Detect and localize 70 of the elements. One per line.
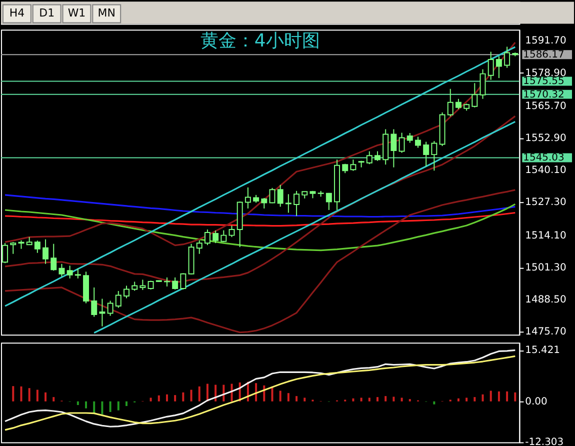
- candlestick: [66, 265, 73, 279]
- candlestick: [164, 276, 170, 287]
- candlestick: [414, 136, 421, 148]
- candlestick: [99, 298, 106, 327]
- candlestick: [107, 300, 114, 316]
- candlestick: [488, 51, 494, 80]
- candlestick: [10, 242, 16, 254]
- chart-title: 黄金：4小时图: [200, 30, 320, 52]
- y-tick-label: 1552.90: [525, 133, 566, 144]
- y-tick-label: 0.00: [525, 396, 548, 408]
- candlestick: [431, 140, 438, 172]
- candlestick: [74, 268, 81, 279]
- candlestick: [50, 243, 57, 272]
- candlestick: [423, 141, 430, 167]
- candlestick: [350, 159, 356, 172]
- text: W1: [68, 6, 86, 20]
- y-tick-label: 15.421: [525, 345, 560, 356]
- line-series: [4, 203, 516, 252]
- candlestick: [366, 150, 372, 165]
- text: MN: [98, 6, 116, 20]
- candlestick: [132, 281, 138, 292]
- candlestick: [204, 229, 210, 246]
- line-series: [4, 212, 516, 227]
- candlestick: [91, 286, 98, 318]
- candlestick: [455, 98, 462, 110]
- candlestick: [406, 132, 413, 144]
- candlestick: [472, 82, 478, 108]
- candlestick: [115, 290, 122, 308]
- candlestick: [277, 184, 284, 208]
- candlestick: [447, 88, 454, 117]
- candlestick: [140, 279, 146, 290]
- candlestick: [261, 197, 268, 209]
- candlestick: [180, 272, 186, 290]
- y-tick-label: 1591.70: [525, 36, 566, 47]
- candlestick: [58, 263, 65, 277]
- candlestick: [172, 276, 178, 290]
- candlestick: [390, 128, 397, 168]
- candlestick: [34, 240, 40, 254]
- candlestick: [374, 150, 380, 162]
- candlestick: [228, 225, 235, 238]
- candlestick: [504, 46, 510, 68]
- y-tick-label: 1540.10: [525, 165, 566, 176]
- text: D1: [39, 6, 55, 20]
- candlestick: [124, 285, 130, 299]
- candlestick: [269, 187, 276, 204]
- line-series: [93, 120, 516, 334]
- ref-line-label: 1570.32: [523, 89, 564, 100]
- ref-line-label: 1575.55: [523, 76, 564, 88]
- candlestick: [212, 230, 219, 244]
- y-tick-label: 1514.10: [525, 230, 566, 242]
- candlestick: [480, 68, 486, 100]
- line-series: [4, 194, 516, 218]
- candlestick: [285, 194, 292, 214]
- y-tick-label: 1565.70: [525, 100, 566, 112]
- text: H4: [9, 6, 25, 20]
- y-tick-label: 1475.70: [525, 326, 566, 338]
- y-tick-label: -12.303: [525, 437, 564, 446]
- candlestick: [326, 192, 332, 210]
- y-tick-label: 1488.50: [525, 294, 566, 306]
- candlestick: [244, 186, 251, 209]
- ref-line-label: 1586.17: [523, 50, 564, 61]
- candlestick: [496, 56, 502, 79]
- candlestick: [42, 238, 49, 264]
- y-tick-label: 1501.30: [525, 262, 566, 274]
- y-tick-label: 1527.30: [525, 197, 566, 208]
- candlestick: [196, 240, 202, 254]
- candlestick: [398, 132, 405, 154]
- candlestick: [294, 190, 300, 216]
- line-series: [4, 189, 516, 334]
- ref-line-label: 1545.03: [523, 152, 564, 164]
